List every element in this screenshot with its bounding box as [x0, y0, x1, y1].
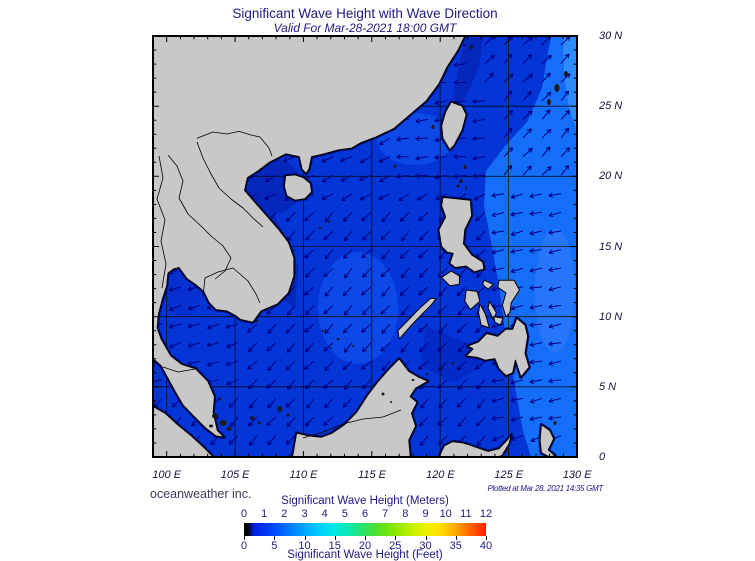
- island-cebu: [487, 300, 497, 320]
- small-islands: [209, 45, 568, 431]
- feet-tick-label: 5: [271, 540, 278, 552]
- island-hainan: [283, 174, 313, 201]
- y-axis-label: 15 N: [599, 240, 623, 253]
- x-axis-label: 115 E: [358, 469, 386, 481]
- feet-tickmark: [334, 536, 336, 540]
- island-taiwan: [441, 101, 467, 151]
- island-masbate: [482, 279, 494, 290]
- feet-tickmark: [244, 536, 245, 540]
- y-axis-label: 25 N: [599, 100, 623, 113]
- feet-tickmark: [425, 536, 427, 540]
- y-axis-label: 0: [599, 451, 606, 463]
- map-canvas: [152, 35, 578, 458]
- island-samar-leyte: [497, 279, 520, 318]
- meters-tick-label: 0: [240, 508, 248, 520]
- meters-tick-label: 5: [341, 508, 348, 520]
- meters-tick-label: 10: [439, 508, 452, 520]
- meters-tick-label: 2: [281, 508, 288, 520]
- meters-tick-label: 4: [321, 508, 328, 520]
- feet-tickmark: [365, 536, 366, 540]
- meters-tick-label: 11: [460, 508, 472, 520]
- island-bohol: [493, 316, 504, 326]
- x-axis-label: 110 E: [289, 469, 318, 481]
- x-axis-label: 125 E: [494, 469, 524, 481]
- feet-tickmark: [304, 536, 306, 540]
- meters-tick-label: 12: [479, 508, 493, 520]
- feet-tick-label: 35: [449, 540, 462, 552]
- legend-meters-label: Significant Wave Height (Meters): [281, 495, 449, 507]
- wave-height-colorbar: [244, 523, 486, 536]
- y-axis-label: 10 N: [599, 310, 623, 323]
- meters-tick-label: 7: [382, 508, 389, 520]
- map-content: [153, 36, 577, 457]
- island-panay: [464, 289, 481, 311]
- x-axis-label: 120 E: [426, 469, 455, 481]
- plotted-timestamp: Plotted at Mar 28, 2021 14:35 GMT: [487, 484, 603, 493]
- landmasses: [153, 36, 556, 457]
- island-halmahera: [539, 424, 556, 457]
- feet-tickmark: [274, 536, 276, 540]
- valid-time-subtitle: Valid For Mar-28-2021 18:00 GMT: [273, 21, 457, 35]
- country-borders: [156, 131, 402, 439]
- island-borneo: [292, 358, 429, 457]
- page-title: Significant Wave Height with Wave Direct…: [232, 6, 498, 21]
- feet-tickmark: [486, 536, 487, 540]
- meters-tick-label: 6: [361, 508, 369, 520]
- meters-tick-label: 9: [422, 508, 429, 520]
- y-axis-label: 30 N: [599, 30, 623, 42]
- y-axis-label: 5 N: [599, 381, 617, 393]
- island-sumatra: [153, 405, 214, 457]
- x-axis-label: 100 E: [152, 469, 182, 481]
- feet-tick-label: 20: [358, 540, 372, 552]
- x-axis-label: 105 E: [220, 469, 250, 481]
- feet-tickmark: [455, 536, 457, 540]
- island-luzon: [438, 196, 485, 273]
- island-sulawesi: [438, 434, 512, 457]
- credit-text: oceanweather inc.: [150, 487, 252, 501]
- legend-feet-label: Significant Wave Height (Feet): [287, 549, 443, 561]
- map-ticks: [153, 36, 577, 457]
- y-axis-label: 20 N: [599, 170, 623, 183]
- meters-tick-label: 1: [261, 508, 268, 520]
- island-mindanao: [465, 317, 530, 378]
- feet-tick-label: 40: [479, 540, 493, 552]
- feet-tickmark: [395, 536, 397, 540]
- island-negros: [478, 303, 490, 329]
- island-mindoro: [441, 270, 460, 287]
- feet-tick-label: 10: [298, 540, 311, 552]
- feet-tick-label: 0: [240, 540, 248, 552]
- meters-tick-label: 3: [301, 508, 308, 520]
- island-palawan: [397, 297, 437, 340]
- feet-tick-label: 15: [328, 540, 341, 552]
- meters-tick-label: 8: [402, 508, 409, 520]
- feet-tick-label: 25: [389, 540, 402, 552]
- feet-tick-label: 30: [419, 540, 432, 552]
- x-axis-label: 130 E: [562, 469, 592, 481]
